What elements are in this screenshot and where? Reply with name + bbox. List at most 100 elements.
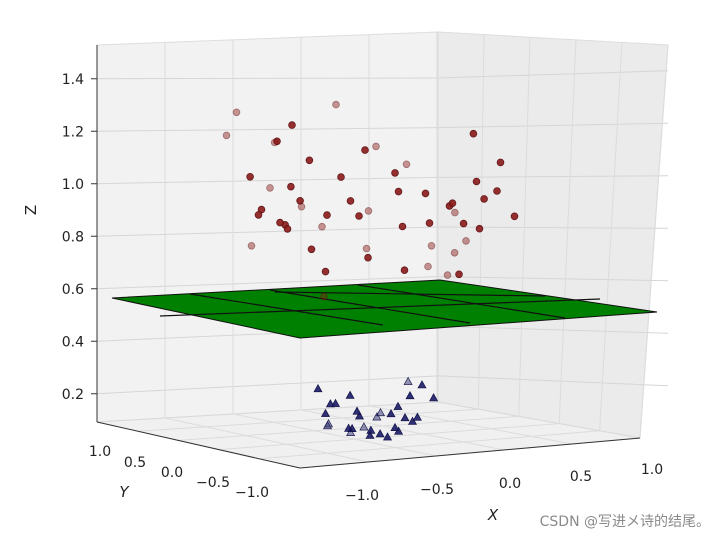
data-point-circle	[307, 245, 316, 254]
data-point-circle	[424, 262, 432, 271]
data-point-circle	[332, 100, 340, 109]
data-point-circle	[451, 208, 459, 217]
x-tick-label: 0.0	[499, 476, 521, 492]
data-point-circle	[398, 222, 407, 231]
data-point-circle	[364, 207, 373, 215]
grid-line-z	[437, 325, 669, 334]
data-point-circle	[450, 249, 459, 257]
data-point-triangle	[393, 401, 403, 410]
left-pane	[96, 31, 439, 423]
grid-line-floor	[165, 417, 369, 463]
grid-line-z	[96, 127, 439, 132]
data-point-circle	[346, 197, 355, 205]
y-tick-label: 0.0	[161, 465, 183, 481]
data-point-circle	[276, 218, 284, 227]
grid-line-z	[96, 226, 439, 237]
grid-line-z	[96, 176, 439, 185]
grid-line-vertical	[599, 42, 623, 431]
x-tick-label: 0.5	[570, 469, 592, 485]
data-point-triangle	[325, 399, 335, 408]
y-tick-label: 0.5	[124, 455, 146, 471]
data-point-circle	[400, 266, 409, 275]
data-point-circle	[421, 189, 430, 198]
z-tick-label: 0.6	[62, 282, 84, 298]
y-tick-label: −0.5	[196, 475, 230, 491]
data-point-circle	[510, 212, 519, 221]
data-point-triangle	[407, 416, 418, 425]
data-point-triangle	[375, 429, 385, 438]
data-point-circle	[247, 242, 256, 250]
x-tick-label: 1.0	[641, 462, 663, 478]
grid-line-floor	[301, 409, 505, 451]
grid-line-floor	[259, 430, 600, 460]
data-point-triangle	[313, 383, 323, 393]
z-tick-label: 0.8	[62, 229, 84, 245]
data-point-triangle	[412, 412, 422, 421]
data-point-circle	[232, 108, 241, 117]
grid-line-z	[437, 276, 669, 282]
data-point-circle	[361, 146, 369, 154]
data-point-circle	[273, 137, 281, 146]
x-tick-label: −1.0	[345, 488, 379, 504]
watermark: CSDN @写进メ诗的结尾。	[539, 514, 710, 530]
data-point-circle	[323, 211, 331, 219]
data-point-triangle	[403, 376, 413, 385]
z-tick-label: 0.2	[62, 387, 84, 403]
data-point-circle	[296, 197, 304, 205]
data-point-circle	[288, 121, 296, 129]
grid-line-floor	[137, 408, 479, 432]
grid-line-z	[437, 375, 669, 387]
axes: 0.2 0.4 0.6 0.8 1.0 1.2 1.4 1.0 0.5 0.0 −0.5 −1.0 −1…	[62, 45, 663, 504]
data-point-circle	[297, 202, 306, 211]
data-point-circle	[493, 187, 501, 195]
data-point-circle	[305, 156, 314, 165]
data-point-triangle	[417, 380, 427, 389]
circle-series	[222, 100, 519, 301]
data-point-circle	[391, 169, 399, 177]
data-point-circle	[455, 270, 463, 279]
grid-line-vertical	[639, 44, 669, 439]
grid-line-z	[437, 122, 669, 129]
data-point-triangle	[375, 407, 386, 417]
data-point-triangle	[394, 426, 404, 435]
grid-line-vertical	[518, 37, 531, 417]
data-point-circle	[222, 131, 231, 140]
z-tick-label: 1.2	[62, 124, 84, 140]
data-point-circle	[394, 187, 403, 196]
plane-grid-line	[159, 298, 601, 317]
data-point-triangle	[372, 412, 382, 421]
grid-line-z	[96, 375, 439, 395]
plane-grid-line	[357, 284, 566, 319]
triangle-series	[313, 376, 439, 441]
data-point-triangle	[390, 422, 400, 432]
data-point-circle	[372, 142, 380, 151]
data-point-circle	[270, 138, 279, 147]
z-tick-label: 0.4	[62, 334, 84, 350]
grid-line-floor	[369, 405, 573, 445]
grid-line-z	[437, 70, 669, 79]
data-point-circle	[472, 177, 481, 186]
plane-grid-line	[269, 289, 471, 324]
data-point-circle	[246, 173, 254, 181]
y-axis-line	[96, 421, 301, 469]
grid-line-vertical	[477, 34, 485, 410]
grid-line-z	[96, 276, 439, 290]
x-axis-line	[299, 437, 641, 469]
grid-line-vertical	[558, 39, 577, 424]
data-point-triangle	[365, 430, 375, 439]
data-point-triangle	[320, 408, 331, 417]
data-point-circle	[469, 129, 478, 138]
data-point-triangle	[344, 423, 354, 432]
data-point-circle	[321, 267, 330, 276]
data-point-circle	[448, 199, 457, 208]
data-point-triangle	[352, 406, 362, 415]
data-point-triangle	[405, 390, 415, 400]
data-point-triangle	[345, 390, 355, 399]
data-point-circle	[480, 195, 488, 203]
data-point-circle	[496, 158, 505, 167]
data-point-triangle	[359, 422, 369, 431]
plane-grid-line	[189, 293, 384, 326]
data-point-triangle	[346, 427, 356, 437]
data-point-circle	[362, 244, 371, 253]
